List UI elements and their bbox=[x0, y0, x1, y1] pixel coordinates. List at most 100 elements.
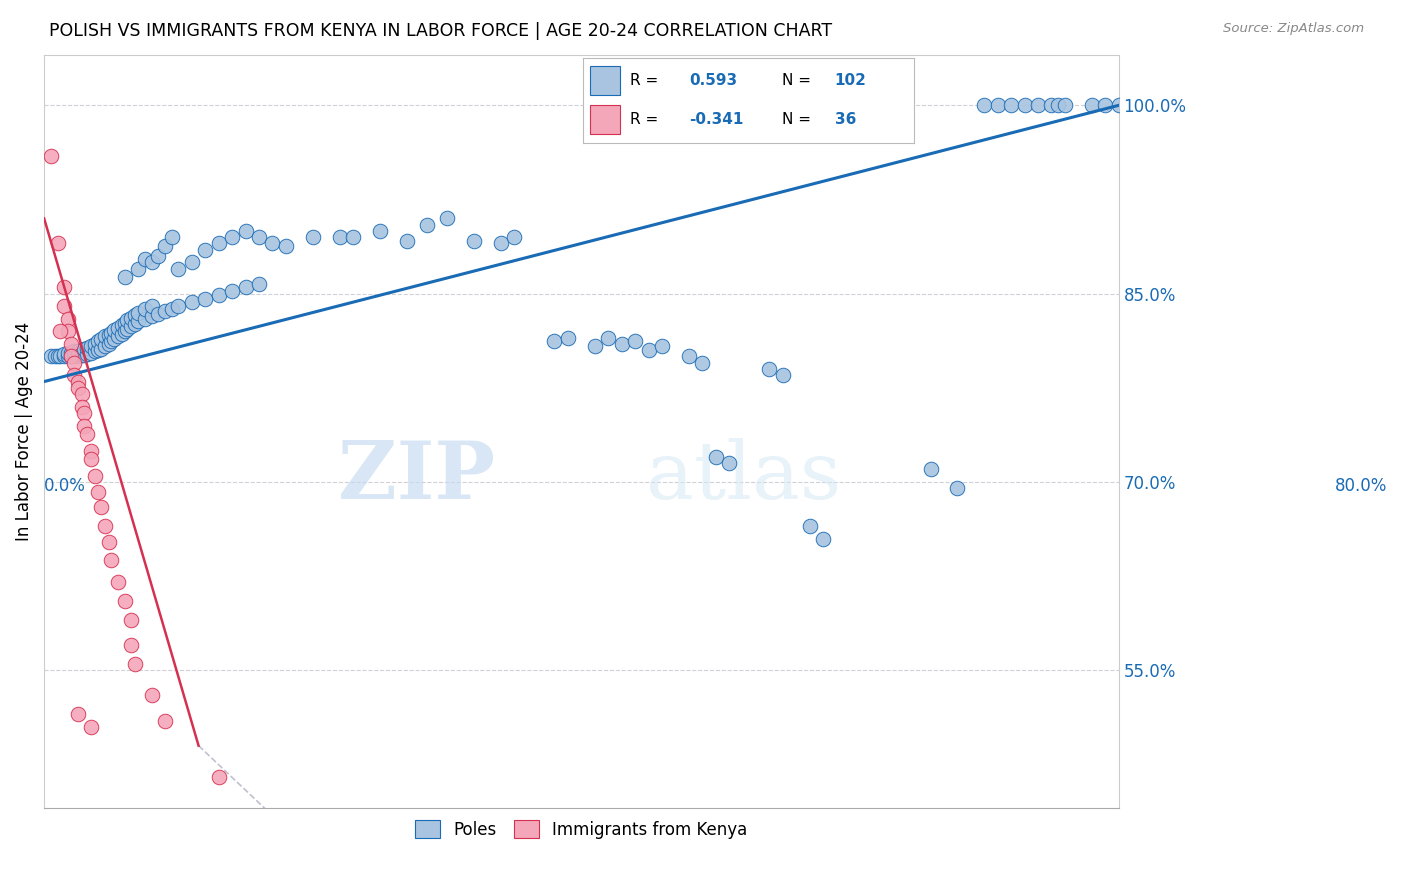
Point bbox=[127, 314, 149, 328]
Point bbox=[89, 332, 111, 346]
Point bbox=[59, 337, 82, 351]
Point bbox=[141, 255, 163, 269]
Point bbox=[80, 443, 103, 458]
Point bbox=[120, 319, 142, 334]
Point bbox=[114, 324, 136, 338]
Point bbox=[84, 468, 107, 483]
Point bbox=[436, 211, 458, 226]
Point bbox=[262, 236, 284, 251]
Point bbox=[235, 280, 257, 294]
Point bbox=[66, 350, 89, 364]
Point bbox=[274, 239, 297, 253]
Point bbox=[758, 362, 780, 376]
Point bbox=[141, 299, 163, 313]
Point bbox=[920, 462, 942, 476]
Point bbox=[704, 450, 727, 464]
Point bbox=[160, 230, 183, 244]
Point bbox=[134, 252, 156, 266]
Text: atlas: atlas bbox=[645, 438, 841, 516]
Point bbox=[97, 535, 120, 549]
Point bbox=[87, 343, 110, 358]
Point bbox=[80, 339, 103, 353]
Point bbox=[811, 532, 834, 546]
Point bbox=[1053, 98, 1076, 112]
Point bbox=[84, 344, 107, 359]
Text: -0.341: -0.341 bbox=[689, 112, 744, 128]
Point bbox=[489, 236, 512, 251]
Point bbox=[1094, 98, 1116, 112]
Point bbox=[66, 375, 89, 389]
Point bbox=[624, 334, 647, 349]
Point bbox=[153, 239, 176, 253]
Point bbox=[208, 770, 231, 784]
Point bbox=[543, 334, 565, 349]
Point bbox=[49, 324, 72, 338]
Point bbox=[153, 304, 176, 318]
Point bbox=[329, 230, 352, 244]
Point bbox=[718, 456, 741, 470]
Point bbox=[93, 519, 115, 533]
Point bbox=[62, 344, 84, 359]
Point bbox=[100, 326, 122, 340]
Point bbox=[610, 337, 633, 351]
Point bbox=[1040, 98, 1063, 112]
Point bbox=[598, 331, 620, 345]
Point bbox=[80, 452, 103, 467]
Point bbox=[1014, 98, 1036, 112]
Point bbox=[53, 280, 76, 294]
Point bbox=[107, 329, 129, 343]
Point bbox=[58, 324, 80, 338]
Point bbox=[141, 310, 163, 324]
Text: POLISH VS IMMIGRANTS FROM KENYA IN LABOR FORCE | AGE 20-24 CORRELATION CHART: POLISH VS IMMIGRANTS FROM KENYA IN LABOR… bbox=[49, 22, 832, 40]
Point bbox=[114, 270, 136, 285]
Point bbox=[53, 350, 76, 364]
Point bbox=[180, 295, 202, 310]
Point bbox=[208, 236, 231, 251]
Point bbox=[70, 348, 93, 362]
Point bbox=[70, 343, 93, 358]
Point bbox=[124, 317, 146, 331]
Point bbox=[84, 337, 107, 351]
Point bbox=[799, 519, 821, 533]
Point bbox=[80, 345, 103, 359]
Point bbox=[59, 350, 82, 364]
Point bbox=[503, 230, 526, 244]
Point bbox=[107, 320, 129, 334]
Point bbox=[49, 350, 72, 364]
Point bbox=[368, 224, 391, 238]
Point bbox=[678, 350, 700, 364]
Point bbox=[117, 313, 139, 327]
Point bbox=[87, 334, 110, 349]
Point bbox=[89, 342, 111, 356]
Point bbox=[66, 707, 89, 722]
Point bbox=[70, 387, 93, 401]
Text: Source: ZipAtlas.com: Source: ZipAtlas.com bbox=[1223, 22, 1364, 36]
Point bbox=[46, 236, 69, 251]
Point bbox=[114, 316, 136, 330]
Point bbox=[127, 261, 149, 276]
Legend: Poles, Immigrants from Kenya: Poles, Immigrants from Kenya bbox=[409, 814, 754, 846]
Point bbox=[73, 406, 96, 420]
Point bbox=[987, 98, 1010, 112]
Text: 0.0%: 0.0% bbox=[44, 477, 86, 495]
Point bbox=[148, 249, 170, 263]
Point bbox=[70, 400, 93, 414]
Point bbox=[637, 343, 659, 358]
Point bbox=[127, 305, 149, 319]
Text: 0.593: 0.593 bbox=[689, 73, 737, 88]
Y-axis label: In Labor Force | Age 20-24: In Labor Force | Age 20-24 bbox=[15, 322, 32, 541]
Point bbox=[58, 350, 80, 364]
Text: ZIP: ZIP bbox=[339, 438, 495, 516]
Point bbox=[973, 98, 995, 112]
Point bbox=[100, 334, 122, 349]
Point bbox=[194, 292, 217, 306]
Point bbox=[235, 224, 257, 238]
Point bbox=[208, 288, 231, 302]
Point bbox=[221, 230, 243, 244]
Point bbox=[583, 339, 606, 353]
Point bbox=[117, 322, 139, 336]
Point bbox=[73, 342, 96, 356]
Point bbox=[301, 230, 323, 244]
Point bbox=[39, 148, 62, 162]
Point bbox=[53, 299, 76, 313]
